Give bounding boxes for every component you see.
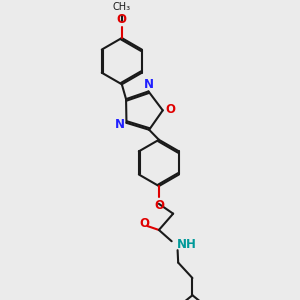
- Text: O: O: [165, 103, 175, 116]
- Text: N: N: [144, 78, 154, 92]
- Text: CH₃: CH₃: [112, 2, 130, 12]
- Text: O: O: [154, 199, 164, 212]
- Text: O: O: [117, 13, 127, 26]
- Text: O: O: [139, 217, 149, 230]
- Text: N: N: [115, 118, 125, 130]
- Text: NH: NH: [177, 238, 196, 251]
